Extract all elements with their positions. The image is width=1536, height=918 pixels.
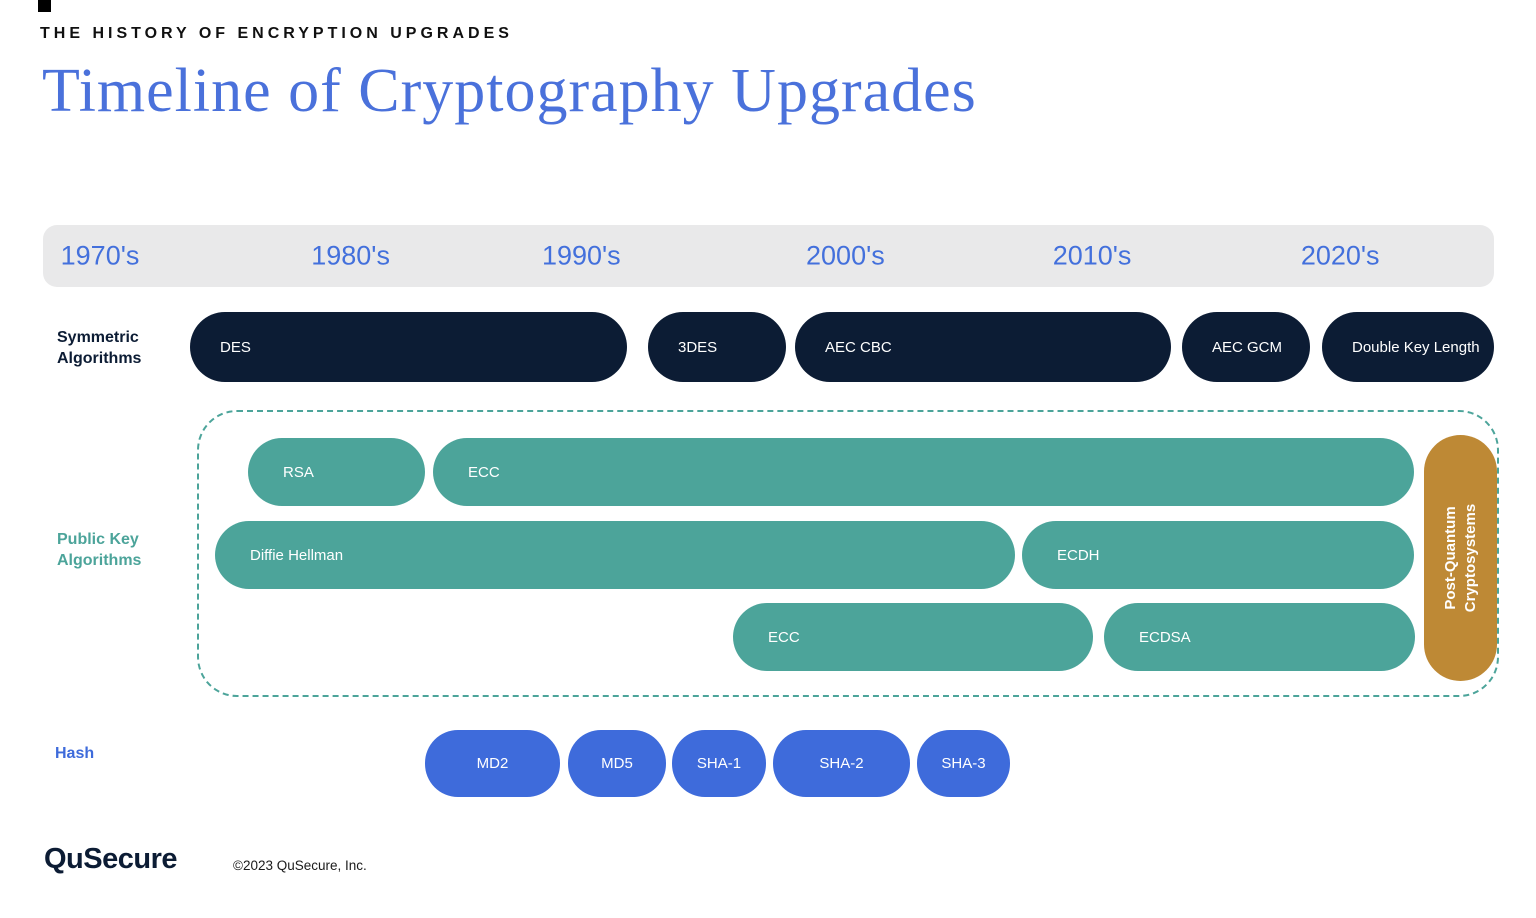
pill-ecc-2: ECC — [733, 603, 1093, 671]
page-title: Timeline of Cryptography Upgrades — [42, 57, 977, 125]
eyebrow-heading: THE HISTORY OF ENCRYPTION UPGRADES — [40, 25, 513, 42]
post-quantum-label: Post-Quantum Cryptosystems — [1441, 503, 1479, 613]
pill-md5: MD5 — [568, 730, 666, 797]
pill-des: DES — [190, 312, 627, 382]
decade-label-2000s: 2000's — [806, 240, 885, 271]
crop-artifact-block — [38, 0, 51, 12]
decade-label-1970s: 1970's — [60, 240, 140, 271]
decade-label-1980s: 1980's — [311, 240, 390, 271]
pill-post-quantum-cryptosystems: Post-Quantum Cryptosystems — [1424, 435, 1497, 681]
pill-aec-cbc: AEC CBC — [795, 312, 1171, 382]
pill-md2: MD2 — [425, 730, 560, 797]
pill-rsa: RSA — [248, 438, 425, 506]
copyright-text: ©2023 QuSecure, Inc. — [233, 858, 367, 873]
pill-sha-2: SHA-2 — [773, 730, 910, 797]
public-key-dashed-box — [197, 410, 1499, 697]
qusecure-logo: QuSecure — [44, 843, 178, 875]
pill-ecdh: ECDH — [1022, 521, 1414, 589]
pill-diffie-hellman: Diffie Hellman — [215, 521, 1015, 589]
pill-sha-3: SHA-3 — [917, 730, 1010, 797]
pill-aec-gcm: AEC GCM — [1182, 312, 1310, 382]
symmetric-algorithms-label: Symmetric Algorithms — [57, 329, 142, 367]
decade-label-1990s: 1990's — [541, 240, 621, 271]
pill-3des: 3DES — [648, 312, 786, 382]
pill-ecdsa: ECDSA — [1104, 603, 1415, 671]
timeline-decades-bar: 1970's 1980's 1990's 2000's 2010's 2020'… — [43, 225, 1494, 287]
public-key-algorithms-label: Public Key Algorithms — [57, 531, 142, 569]
decade-label-2020s: 2020's — [1300, 240, 1380, 271]
decade-label-2010s: 2010's — [1052, 240, 1132, 271]
pill-double-key-length: Double Key Length — [1322, 312, 1494, 382]
pill-ecc: ECC — [433, 438, 1414, 506]
hash-label: Hash — [55, 745, 95, 762]
pill-sha-1: SHA-1 — [672, 730, 766, 797]
